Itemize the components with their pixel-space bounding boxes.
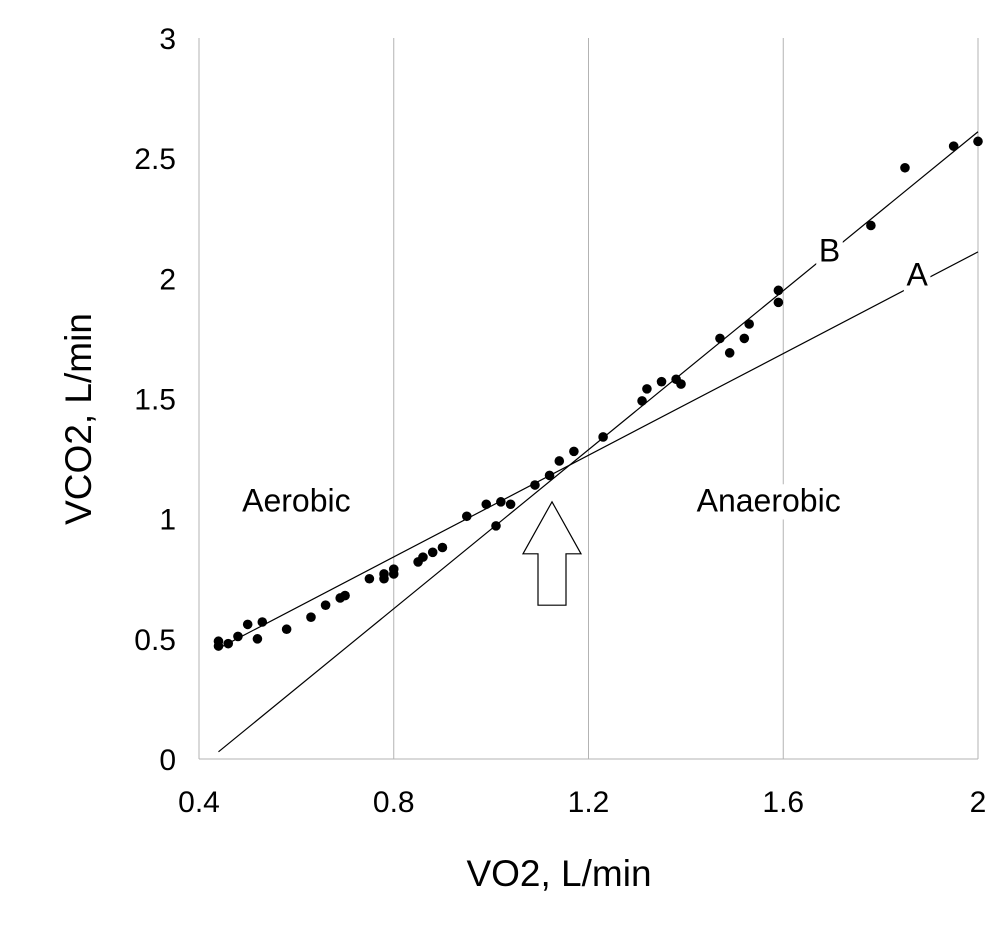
data-point bbox=[257, 617, 268, 627]
x-tick-label: 0.8 bbox=[373, 786, 415, 819]
data-point bbox=[866, 220, 876, 231]
fit-lines bbox=[218, 131, 979, 753]
y-tick-label: 2 bbox=[159, 263, 176, 296]
data-point bbox=[530, 480, 540, 490]
y-tick-label: 2.5 bbox=[134, 143, 176, 176]
x-tick-label: 1.2 bbox=[568, 786, 610, 819]
data-point bbox=[427, 547, 438, 558]
x-axis-label: VO2, L/min bbox=[466, 853, 651, 894]
fit-line-b bbox=[218, 131, 979, 753]
x-tick-label: 2 bbox=[970, 786, 987, 819]
data-point bbox=[637, 396, 647, 406]
data-point bbox=[642, 384, 652, 394]
data-point bbox=[598, 432, 608, 442]
data-point bbox=[437, 542, 448, 553]
annotation-anaerobic: Anaerobic bbox=[697, 482, 841, 518]
y-tick-label: 1 bbox=[159, 504, 176, 537]
data-point bbox=[418, 552, 428, 562]
data-point bbox=[320, 600, 331, 610]
x-tick-label: 0.4 bbox=[178, 786, 220, 819]
y-axis-label: VCO2, L/min bbox=[58, 313, 99, 525]
data-point bbox=[461, 511, 472, 522]
data-point bbox=[252, 634, 263, 644]
data-point bbox=[569, 446, 579, 457]
y-tick-label: 1.5 bbox=[134, 384, 176, 417]
annotation-a: A bbox=[906, 257, 928, 293]
data-points bbox=[213, 136, 983, 651]
data-point bbox=[213, 641, 224, 651]
data-point bbox=[388, 564, 399, 574]
annotation-bg bbox=[816, 234, 843, 270]
data-point bbox=[948, 141, 959, 151]
data-point bbox=[773, 285, 784, 296]
data-point bbox=[715, 333, 725, 344]
data-point bbox=[379, 569, 389, 579]
y-tick-label: 0.5 bbox=[134, 624, 176, 657]
annotation-bg bbox=[681, 484, 857, 520]
data-point bbox=[973, 136, 983, 147]
data-point bbox=[481, 499, 492, 510]
data-point bbox=[739, 333, 750, 344]
data-point bbox=[496, 497, 506, 507]
data-point bbox=[364, 573, 375, 584]
data-point bbox=[724, 348, 735, 358]
y-tick-label: 0 bbox=[159, 744, 176, 777]
data-point bbox=[744, 319, 754, 329]
data-point bbox=[676, 379, 686, 389]
data-point bbox=[491, 521, 501, 531]
data-point bbox=[773, 297, 784, 308]
axes: 0.4 0.8 1.2 1.6 2 0 0.5 1 1.5 2 2.5 3 bbox=[134, 23, 986, 819]
data-point bbox=[656, 376, 667, 387]
x-tick-label: 1.6 bbox=[762, 786, 804, 819]
annotation-b: B bbox=[819, 233, 840, 269]
annotations: A B Aerobic Anaerobic bbox=[227, 233, 931, 520]
up-arrow-icon bbox=[521, 500, 583, 606]
data-point bbox=[233, 631, 243, 642]
y-tick-label: 3 bbox=[159, 23, 176, 56]
data-point bbox=[900, 162, 910, 173]
annotation-bg bbox=[227, 484, 366, 520]
threshold-arrow bbox=[521, 500, 583, 606]
data-point bbox=[544, 470, 555, 481]
data-point bbox=[340, 590, 350, 601]
annotation-aerobic: Aerobic bbox=[242, 482, 351, 518]
data-point bbox=[281, 624, 292, 635]
data-point bbox=[242, 619, 253, 630]
annotation-bg bbox=[903, 258, 931, 294]
data-point bbox=[223, 638, 234, 649]
grid-lines bbox=[198, 38, 979, 759]
data-point bbox=[554, 456, 565, 466]
data-point bbox=[306, 612, 316, 623]
fit-line-a bbox=[218, 251, 979, 649]
data-point bbox=[505, 499, 516, 510]
